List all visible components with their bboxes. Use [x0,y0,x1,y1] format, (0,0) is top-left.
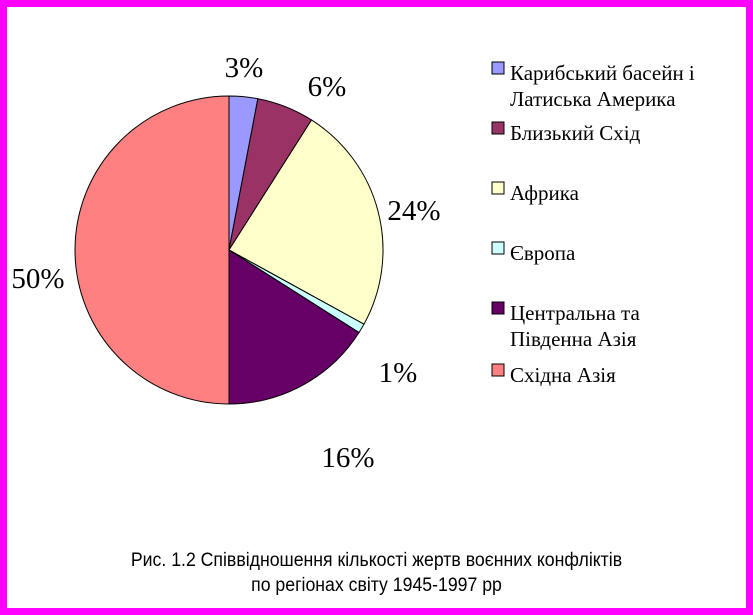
legend-swatch-3 [491,181,505,195]
pie-slice-6 [74,95,230,405]
legend-label-1-line-2: Латиська Америка [510,87,676,111]
legend-swatch-2 [491,121,505,135]
percent-label-5: 16% [321,442,374,474]
legend-label-5-line-1: Центральна та [510,301,640,325]
percent-label-1: 3% [225,52,264,84]
figure-caption: Рис. 1.2 Співвідношення кількості жертв … [0,548,753,598]
legend-label-2: Близький Схід [510,121,641,145]
percent-labels: 3% 6% 24% 1% 16% 50% [11,52,440,474]
legend-label-5-line-2: Південна Азія [510,327,637,351]
legend-swatch-5 [491,301,505,315]
legend-label-3: Африка [510,181,580,205]
pie-slice-5 [228,249,360,405]
legend-swatch-1 [491,61,505,75]
legend-label-6: Східна Азія [510,363,616,387]
percent-label-2: 6% [308,71,347,103]
legend-swatch-6 [491,363,505,377]
caption-line-1: Рис. 1.2 Співвідношення кількості жертв … [130,550,623,571]
percent-label-4: 1% [379,357,418,389]
legend-label-1-line-1: Карибський басейн і [510,61,695,85]
pie-slices [74,95,384,405]
caption-line-2: по регіонах світу 1945-1997 рр [251,575,502,596]
percent-label-3: 24% [387,195,440,227]
legend-label-4: Європа [510,241,576,265]
percent-label-6: 50% [11,263,64,295]
pie-slice-3 [228,119,384,325]
legend-swatch-4 [491,241,505,255]
